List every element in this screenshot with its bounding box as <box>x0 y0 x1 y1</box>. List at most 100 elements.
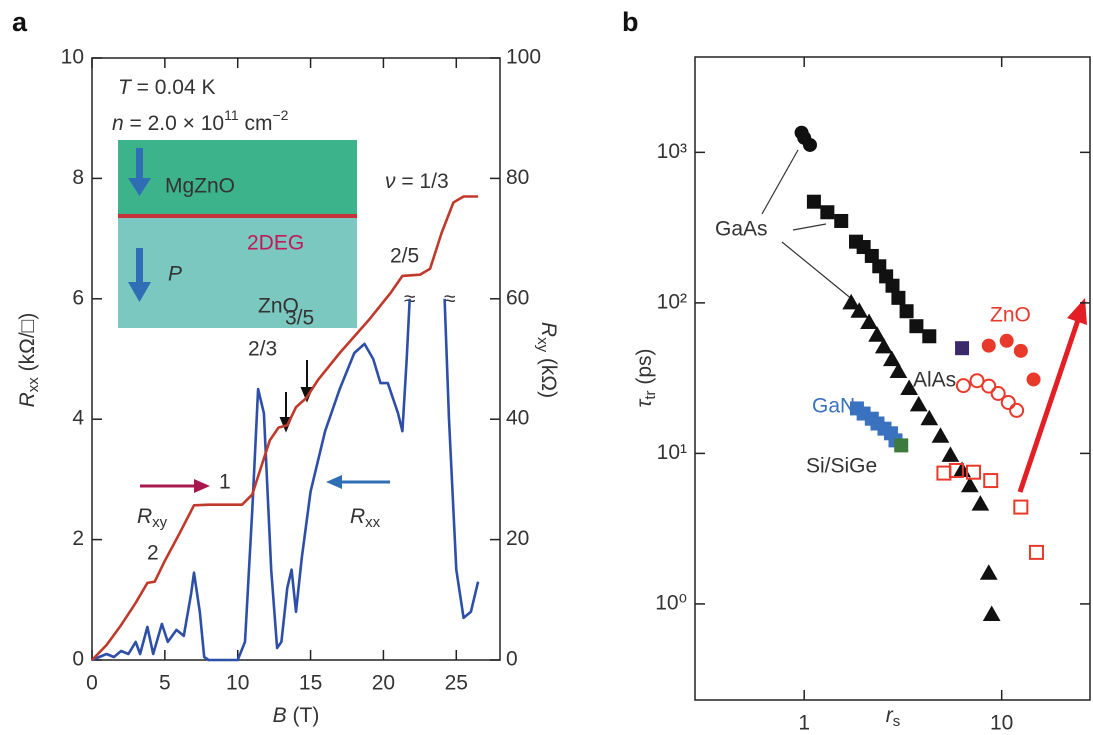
inset-label: 2DEG <box>247 232 304 255</box>
data-point <box>999 333 1014 348</box>
axis-label-part: R <box>16 392 39 407</box>
annotation: n = 2.0 × 1011 cm−2 <box>112 107 289 135</box>
annotation: ν = 1/3 <box>385 170 449 193</box>
data-point <box>981 378 997 394</box>
data-point <box>990 386 1006 402</box>
gaas-leaders <box>761 149 854 301</box>
data-point <box>909 395 928 412</box>
y-tick-label: 10³ <box>657 140 687 163</box>
annotation: 2/3 <box>248 338 277 361</box>
x-tick-label: 1 <box>798 712 810 735</box>
y-tick-label: 4 <box>72 407 84 430</box>
data-point <box>966 464 982 480</box>
y-tick-label: 6 <box>72 286 84 309</box>
inset-label: P <box>168 263 182 286</box>
data-point <box>1000 394 1016 410</box>
data-point <box>941 446 960 462</box>
data-point <box>850 302 869 318</box>
data-point <box>864 248 879 263</box>
annotation-part: xx <box>365 514 381 531</box>
annotation-part: xy <box>152 514 168 531</box>
x-tick-label: 15 <box>299 672 322 695</box>
data-point <box>820 205 835 220</box>
axis-label-part: τ <box>633 399 656 408</box>
data-point <box>883 350 901 367</box>
data-point <box>922 329 937 344</box>
annotation-part: = 0.04 K <box>131 76 216 99</box>
annotation: 1 <box>219 471 231 494</box>
y-axis-label: τtr (ps) <box>633 348 659 407</box>
y-tick-label: 10¹ <box>657 441 687 464</box>
y-tick-label: 10² <box>657 290 687 313</box>
axis-label-part: (T) <box>287 704 320 727</box>
data-point <box>802 137 817 152</box>
inset-arrows <box>128 148 151 302</box>
annotation-part: R <box>137 505 152 528</box>
data-point <box>868 326 886 342</box>
axis-label-part: r <box>886 704 894 727</box>
y2-tick-label: 80 <box>506 166 529 189</box>
y-tick-label: 2 <box>72 527 84 550</box>
axis-label-part: R <box>537 322 560 337</box>
x-axis-label: B (T) <box>273 704 320 727</box>
annotation: Rxx <box>350 505 381 531</box>
data-point <box>948 462 964 478</box>
y2-tick-label: 60 <box>506 286 529 309</box>
y2-tick-label: 0 <box>506 648 518 671</box>
data-line <box>91 195 479 661</box>
data-point <box>889 362 908 379</box>
trend-arrow <box>1017 298 1087 493</box>
data-point <box>899 304 914 319</box>
data-point <box>982 605 1001 622</box>
annotation-part: = 2.0 × 10 <box>124 112 224 135</box>
panel-label: b <box>622 7 639 37</box>
inset-label: MgZnO <box>165 175 235 198</box>
axis-label-part: xx <box>25 377 42 393</box>
y2-tick-label: 40 <box>506 407 529 430</box>
data-point <box>981 338 996 353</box>
inset-zno-layer <box>118 218 357 328</box>
annotation-part: n <box>112 112 124 135</box>
data-line <box>91 298 480 662</box>
annotation-part: R <box>350 505 365 528</box>
annotation: 2/5 <box>390 245 419 268</box>
y-tick-label: 10⁰ <box>655 591 687 614</box>
y2-tick-label: 20 <box>506 527 529 550</box>
axis-label-part: xy <box>534 337 551 353</box>
annotation-part: ν <box>385 170 396 193</box>
data-point <box>955 378 971 394</box>
data-point <box>979 564 998 580</box>
axis-label-part: B <box>273 704 287 727</box>
data-point <box>874 337 893 354</box>
annotation-part: −2 <box>272 107 288 123</box>
data-point <box>909 319 924 334</box>
material-label: Si/SiGe <box>806 455 877 478</box>
x-tick-label: 5 <box>159 672 171 695</box>
axis-label-part: (kΩ) <box>537 352 560 398</box>
axis-label-part: (ps) <box>633 348 656 390</box>
panel-label: a <box>12 7 28 37</box>
rxx-arrow <box>326 475 390 489</box>
annotation-part: = 1/3 <box>396 170 449 193</box>
data-point <box>1028 544 1044 560</box>
annotation: Rxy <box>137 505 168 531</box>
axis-label-part: (kΩ/□) <box>16 313 39 378</box>
data-point <box>960 476 979 493</box>
axis-label-part: s <box>893 713 901 730</box>
y2-tick-label: 100 <box>506 46 541 69</box>
data-point <box>860 313 878 330</box>
plot-frame <box>91 57 501 661</box>
data-point <box>834 213 849 228</box>
annotation: 3/5 <box>285 307 314 330</box>
material-label: GaN <box>812 395 855 418</box>
annotation: 2 <box>147 542 159 565</box>
material-label: ZnO <box>990 304 1031 327</box>
data-point <box>969 373 985 389</box>
data-point <box>936 465 952 481</box>
x-tick-label: 25 <box>445 672 468 695</box>
data-point <box>891 290 906 305</box>
material-label: GaAs <box>715 218 768 241</box>
data-point <box>885 278 900 293</box>
data-point <box>971 495 990 511</box>
